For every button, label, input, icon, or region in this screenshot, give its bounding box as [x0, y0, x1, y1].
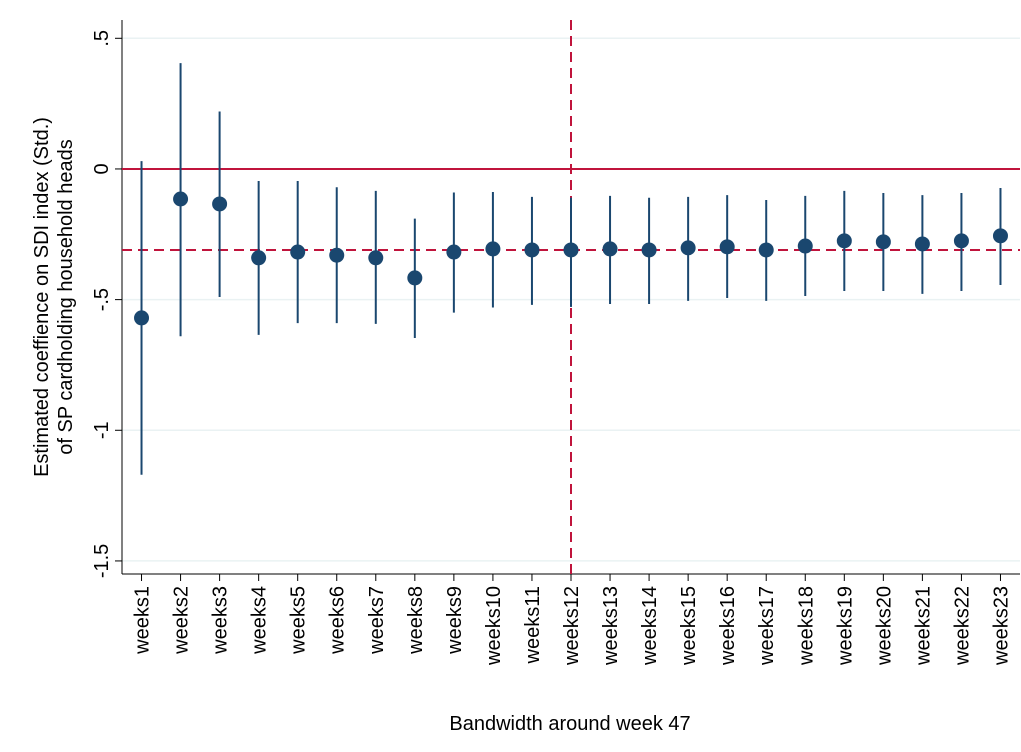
point [992, 228, 1008, 244]
x-tick-label: weeks16 [717, 586, 739, 666]
point [797, 238, 813, 254]
point [641, 242, 657, 258]
x-tick-label: weeks5 [288, 586, 310, 655]
x-tick-label: weeks2 [171, 586, 193, 655]
x-tick-label: weeks7 [366, 586, 388, 655]
point [719, 239, 735, 255]
y-tick-label: -.5 [91, 288, 113, 311]
point [680, 240, 696, 256]
y-axis-title: of SP cardholding household heads [55, 139, 77, 454]
x-tick-label: weeks17 [756, 586, 778, 666]
x-tick-label: weeks23 [990, 586, 1012, 666]
x-tick-label: weeks3 [210, 586, 232, 655]
point [251, 250, 267, 266]
point [875, 234, 891, 250]
point [953, 233, 969, 249]
y-tick-label: 0 [91, 163, 113, 174]
y-axis-title: Estimated coeffience on SDI index (Std.) [31, 117, 53, 477]
x-tick-label: weeks20 [873, 586, 895, 666]
point [914, 236, 930, 252]
x-tick-label: weeks9 [444, 586, 466, 655]
y-tick-label: .5 [91, 30, 113, 47]
x-axis-title: Bandwidth around week 47 [449, 713, 690, 735]
x-tick-label: weeks15 [678, 586, 700, 666]
x-tick-label: weeks18 [795, 586, 817, 666]
y-tick-label: -1.5 [91, 544, 113, 578]
point [758, 242, 774, 258]
x-tick-label: weeks11 [522, 586, 544, 664]
point [212, 196, 228, 212]
x-tick-label: weeks4 [249, 586, 271, 655]
point [290, 244, 306, 260]
x-tick-label: weeks13 [600, 586, 622, 666]
point [134, 310, 150, 326]
x-tick-label: weeks21 [912, 586, 934, 666]
point [524, 242, 540, 258]
point [329, 247, 345, 263]
point [407, 270, 423, 286]
point [563, 242, 579, 258]
point [446, 244, 462, 260]
x-tick-label: weeks6 [327, 586, 349, 655]
y-tick-label: -1 [91, 421, 113, 439]
x-tick-label: weeks10 [483, 586, 505, 666]
x-tick-label: weeks8 [405, 586, 427, 655]
point [173, 191, 189, 207]
point [485, 241, 501, 257]
x-tick-label: weeks19 [834, 586, 856, 666]
x-tick-label: weeks14 [639, 586, 661, 666]
point [836, 233, 852, 249]
point [368, 250, 384, 266]
x-tick-label: weeks1 [132, 586, 154, 655]
point [602, 241, 618, 257]
x-tick-label: weeks12 [561, 586, 583, 666]
x-tick-label: weeks22 [951, 586, 973, 666]
